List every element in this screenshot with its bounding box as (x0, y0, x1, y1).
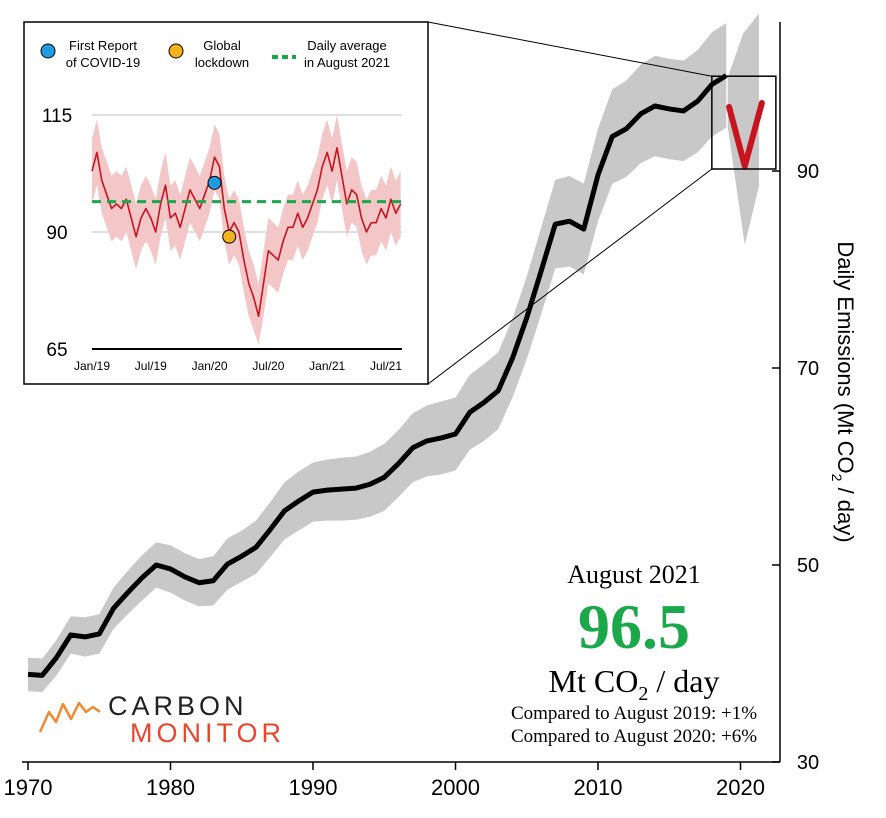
y-tick-label: 90 (797, 161, 819, 183)
y-tick-label: 70 (797, 358, 819, 380)
y-axis-label-prefix: Daily Emissions (Mt CO (833, 241, 858, 473)
inset-event-point (207, 175, 222, 190)
carbon-monitor-logo: CARBON MONITOR (38, 691, 285, 748)
inset-connector (427, 21, 777, 385)
inset-x-tick-label: Jul/20 (252, 359, 284, 373)
main-uncertainty-band (28, 23, 727, 693)
highlight-box (711, 75, 777, 170)
x-tick-label: 2000 (431, 775, 480, 800)
y-axis-label: Daily Emissions (Mt CO2 / day) (829, 241, 858, 542)
first-report-legend-line1: First Report (69, 38, 137, 53)
y-tick-label: 30 (797, 752, 819, 774)
v-uncertainty-band (727, 13, 760, 245)
summary-unit-prefix: Mt CO (549, 663, 639, 699)
y-axis-label-suffix: / day) (833, 481, 858, 542)
logo-monitor: MONITOR (130, 718, 285, 748)
y-axis-label-sub: 2 (829, 474, 845, 482)
connector-line-top (427, 21, 712, 77)
summary-unit-suffix: / day (648, 663, 719, 699)
x-tick-label: 2020 (716, 775, 765, 800)
y-tick-label: 50 (797, 555, 819, 577)
summary-unit-sub: 2 (638, 683, 648, 705)
summary-compare-2020: Compared to August 2020: +6% (511, 726, 757, 747)
first-report-legend-marker (40, 43, 56, 59)
inset-x-tick-label: Jan/20 (192, 359, 228, 373)
summary-period: August 2021 (567, 560, 701, 589)
average-legend-line2: in August 2021 (304, 55, 390, 70)
summary-value: 96.5 (578, 591, 690, 662)
inset-x-tick-label: Jan/21 (309, 359, 345, 373)
lockdown-legend-line1: Global (203, 38, 241, 53)
x-tick-label: 1990 (289, 775, 338, 800)
main-emissions-line (27, 73, 728, 678)
inset-emissions-line (91, 146, 402, 318)
summary-compare-2019: Compared to August 2019: +1% (511, 703, 757, 724)
lockdown-legend-marker (168, 43, 184, 59)
inset-x-tick-label: Jan/19 (74, 359, 110, 373)
logo-icon (38, 701, 101, 733)
lockdown-legend-line2: lockdown (195, 55, 249, 70)
inset-event-point (222, 229, 237, 244)
x-tick-label: 2010 (574, 775, 623, 800)
summary-block: August 2021 96.5 Mt CO2 / day Compared t… (511, 560, 757, 747)
inset-y-tick-label: 65 (46, 340, 67, 361)
inset-y-tick-label: 115 (42, 106, 72, 127)
inset-legend: First Report of COVID-19 Global lockdown… (40, 38, 390, 70)
summary-unit: Mt CO2 / day (549, 663, 720, 705)
main-chart: 1970 1980 1990 2000 2010 2020 30 50 70 90 Daily Em… (4, 13, 858, 800)
x-tick-label: 1980 (146, 775, 195, 800)
v-shape-line (726, 100, 765, 170)
inset-uncertainty-band (92, 115, 401, 345)
x-tick-label: 1970 (4, 775, 53, 800)
logo-carbon: CARBON (108, 691, 248, 721)
first-report-legend-line2: of COVID-19 (66, 55, 140, 70)
average-legend-line1: Daily average (307, 38, 387, 53)
inset-chart: 65 90 115 Jan/19 Jul/19 Jan/20 Jul/20 Jan/21 Jul… (23, 21, 429, 385)
inset-x-tick-label: Jul/21 (370, 359, 402, 373)
connector-line-bottom (427, 168, 713, 385)
inset-x-tick-label: Jul/19 (135, 359, 167, 373)
inset-y-tick-label: 90 (46, 223, 67, 244)
